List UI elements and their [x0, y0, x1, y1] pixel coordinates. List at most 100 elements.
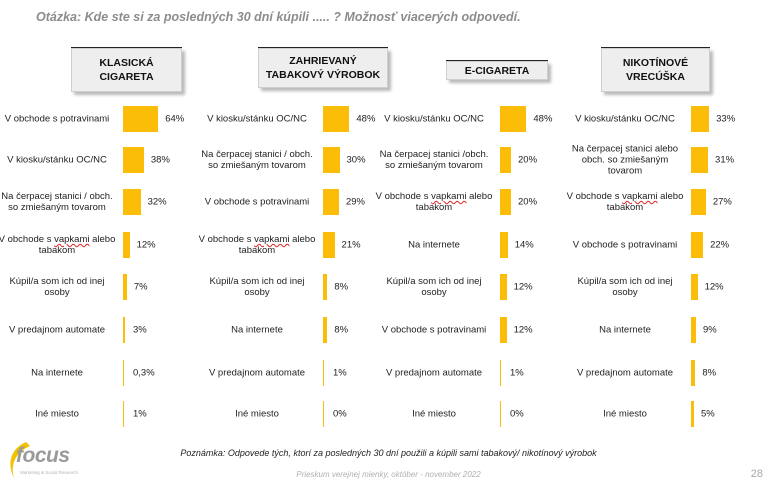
bar — [691, 274, 698, 300]
category-label: Kúpil/a som ich od inej osoby — [577, 276, 673, 298]
category-label: V obchode s potravinami — [572, 239, 678, 251]
category-label: Na čerpacej stanici / obch. so zmiešaným… — [201, 149, 313, 171]
value-label: 32% — [147, 196, 167, 208]
bar — [323, 106, 350, 132]
bar — [323, 274, 328, 300]
bar — [691, 147, 709, 173]
value-label: 8% — [702, 367, 717, 379]
value-label: 33% — [716, 113, 736, 125]
category-label: V obchode s vapkami alebo tabakom — [566, 191, 684, 213]
value-label: 48% — [356, 113, 376, 125]
chart-row: Kúpil/a som ich od inej osoby 8% — [209, 270, 383, 304]
chart-row: Kúpil/a som ich od inej osoby 12% — [386, 270, 560, 304]
value-label: 12% — [704, 281, 724, 293]
chart-row: Na čerpacej stanici / obch. so zmiešaným… — [1, 185, 183, 219]
chart-row: V obchode s vapkami alebo tabakom 27% — [567, 185, 751, 219]
value-label: 12% — [513, 324, 533, 336]
value-label: 27% — [712, 196, 732, 208]
logo-subtitle: Marketing & Social Research — [20, 470, 79, 475]
chart-row: Kúpil/a som ich od inej osoby 12% — [577, 270, 751, 304]
category-label: V predajnom automate — [208, 367, 306, 379]
value-label: 29% — [345, 196, 365, 208]
value-label: 12% — [513, 281, 533, 293]
value-label: 9% — [702, 324, 717, 336]
chart-row: Iné miesto 0% — [235, 397, 383, 431]
chart-row: V predajnom automate 8% — [577, 356, 751, 390]
bar — [323, 317, 328, 343]
chart-title-box: KLASICKÁ CIGARETA — [71, 48, 182, 92]
category-label: Kúpil/a som ich od inej osoby — [386, 276, 482, 298]
chart-row: Kúpil/a som ich od inej osoby 7% — [9, 270, 183, 304]
bar — [323, 360, 325, 386]
chart-row: V obchode s potravinami 22% — [573, 228, 751, 262]
category-label: V obchode s vapkami alebo tabakom — [0, 234, 116, 256]
chart-row: V kiosku/stánku OC/NC 48% — [207, 102, 383, 136]
chart-row: V predajnom automate 1% — [209, 356, 383, 390]
value-label: 8% — [334, 324, 349, 336]
bar — [123, 106, 159, 132]
chart-title-box: ZAHRIEVANÝ TABAKOVÝ VÝROBOK — [258, 48, 388, 88]
category-label: V kiosku/stánku OC/NC — [575, 113, 675, 125]
chart-row: Iné miesto 5% — [603, 397, 751, 431]
category-label: Na internete — [31, 367, 83, 379]
value-label: 12% — [136, 239, 156, 251]
category-label: Na čerpacej stanici /obch. so zmiešaným … — [379, 149, 489, 171]
category-label: V kiosku/stánku OC/NC — [384, 113, 484, 125]
bar — [123, 189, 141, 215]
chart-row: V kiosku/stánku OC/NC 33% — [575, 102, 751, 136]
chart-row: Na internete 8% — [231, 313, 383, 347]
category-label: V obchode s vapkami alebo tabakom — [198, 234, 316, 256]
chart-row: V kiosku/stánku OC/NC 38% — [7, 143, 183, 177]
category-label: Na internete — [599, 324, 651, 336]
bar — [323, 232, 335, 258]
value-label: 21% — [341, 239, 361, 251]
logo-text: focus — [16, 444, 70, 467]
category-label: Iné miesto — [412, 408, 456, 420]
category-label: V predajnom automate — [8, 324, 106, 336]
value-label: 31% — [715, 154, 735, 166]
bar — [123, 232, 130, 258]
bar — [500, 401, 502, 427]
bar — [500, 360, 502, 386]
category-label: Iné miesto — [603, 408, 647, 420]
chart-row: V obchode s potravinami 64% — [5, 102, 184, 136]
bar — [123, 401, 125, 427]
chart-row: Na čerpacej stanici /obch. so zmiešaným … — [380, 143, 560, 177]
category-label: Na čerpacej stanici / obch. so zmiešaným… — [1, 191, 113, 213]
category-label: V kiosku/stánku OC/NC — [7, 154, 107, 166]
category-label: V obchode s potravinami — [4, 113, 110, 125]
value-label: 0% — [333, 408, 347, 420]
chart-row: V obchode s vapkami alebo tabakom 21% — [199, 228, 383, 262]
category-label: V kiosku/stánku OC/NC — [207, 113, 307, 125]
bar — [500, 274, 507, 300]
bar — [323, 401, 325, 427]
value-label: 48% — [533, 113, 553, 125]
category-label: V obchode s potravinami — [204, 196, 310, 208]
chart-row: V obchode s vapkami alebo tabakom 12% — [0, 228, 183, 262]
bar — [691, 317, 696, 343]
category-label: V predajnom automate — [576, 367, 674, 379]
bar — [123, 274, 127, 300]
chart-title-box: E-CIGARETA — [446, 61, 548, 80]
bar — [500, 189, 511, 215]
category-label: V obchode s potravinami — [381, 324, 487, 336]
category-label: Na internete — [231, 324, 283, 336]
category-label: Iné miesto — [35, 408, 79, 420]
value-label: 1% — [333, 367, 347, 379]
chart-row: Iné miesto 1% — [35, 397, 183, 431]
chart-row: Na internete 0,3% — [31, 356, 183, 390]
bar — [123, 147, 144, 173]
footer-text: Prieskum verejnej mienky, október - nove… — [296, 470, 481, 479]
page-number: 28 — [750, 468, 763, 480]
bar — [500, 106, 527, 132]
chart-row: Na čerpacej stanici / obch. so zmiešaným… — [201, 143, 383, 177]
bar — [323, 147, 340, 173]
bar — [123, 317, 125, 343]
chart-row: V predajnom automate 3% — [9, 313, 183, 347]
chart-row: V kiosku/stánku OC/NC 48% — [384, 102, 560, 136]
category-label: Iné miesto — [235, 408, 279, 420]
value-label: 20% — [518, 154, 538, 166]
value-label: 22% — [710, 239, 730, 251]
bar — [323, 189, 339, 215]
value-label: 5% — [701, 408, 715, 420]
